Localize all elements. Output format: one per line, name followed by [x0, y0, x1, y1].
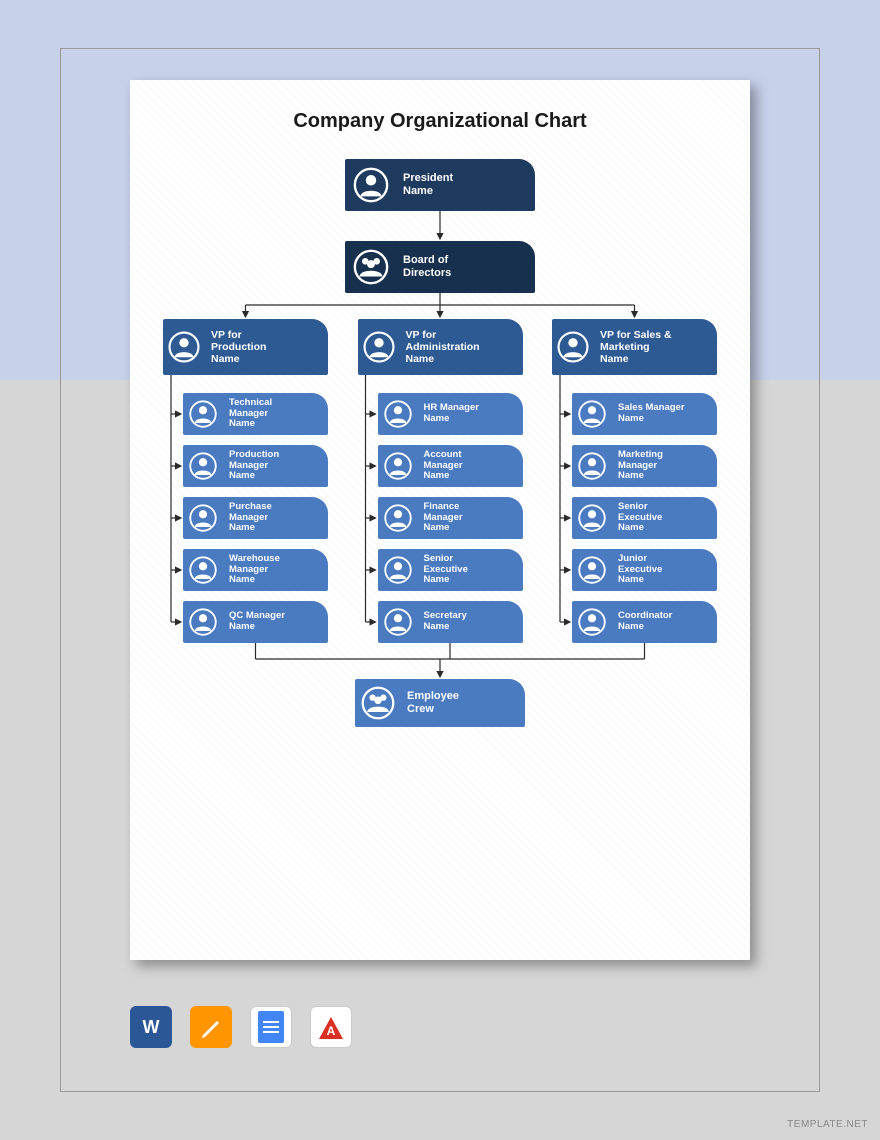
watermark: TEMPLATE.NET [787, 1119, 868, 1130]
chart-title: Company Organizational Chart [158, 110, 722, 133]
svg-text:A: A [327, 1024, 336, 1038]
app-icons-row: WA [130, 1006, 352, 1048]
word-icon: W [130, 1006, 172, 1048]
pdf-icon: A [310, 1006, 352, 1048]
connector-lines [158, 159, 722, 939]
chart-paper: Company Organizational Chart President N… [130, 80, 750, 960]
org-chart-area: President NameBoard of DirectorsVP for P… [158, 159, 722, 939]
gdocs-icon [250, 1006, 292, 1048]
pages-icon [190, 1006, 232, 1048]
